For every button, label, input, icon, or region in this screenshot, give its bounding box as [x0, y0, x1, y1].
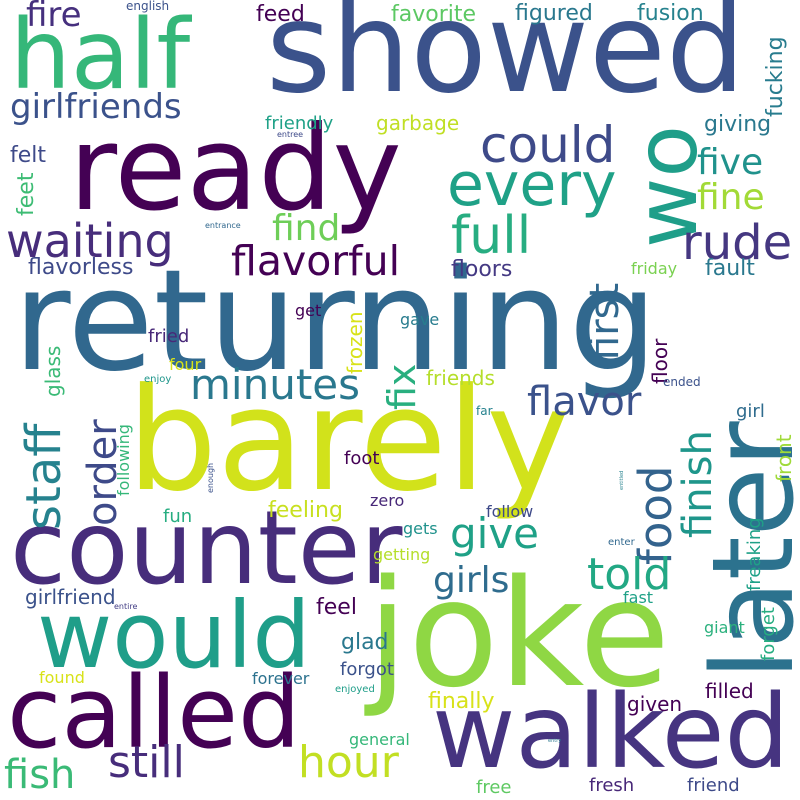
word-girls: girls: [433, 560, 510, 601]
word-told: told: [587, 549, 672, 600]
word-finish: finish: [675, 430, 721, 538]
word-freaking: freaking: [744, 517, 765, 591]
word-returning: returning: [13, 240, 658, 403]
word-feed: feed: [256, 2, 305, 27]
word-ended: ended: [663, 375, 701, 389]
word-hour: hour: [298, 737, 399, 788]
word-girlfriend: girlfriend: [25, 585, 116, 609]
word-friends: friends: [426, 366, 495, 390]
word-find: find: [272, 208, 341, 249]
word-floors: floors: [451, 257, 513, 282]
word-flavorless: flavorless: [28, 255, 134, 280]
word-girlfriends: girlfriends: [10, 87, 182, 127]
word-finally: finally: [428, 689, 495, 714]
word-flavor: flavor: [527, 379, 642, 425]
word-fucking: fucking: [763, 36, 788, 117]
word-fun: fun: [163, 506, 193, 527]
word-entry: entry: [548, 738, 562, 744]
word-fish: fish: [4, 752, 76, 798]
word-fire: fire: [26, 0, 82, 35]
word-rude: rude: [682, 215, 793, 271]
word-friend: friend: [687, 775, 740, 796]
word-staff: staff: [16, 423, 72, 530]
word-minutes: minutes: [190, 360, 361, 409]
word-showed: showed: [266, 0, 746, 121]
word-fast: fast: [623, 588, 654, 607]
word-forgot: forgot: [340, 659, 394, 680]
word-fault: fault: [705, 256, 755, 281]
word-glad: glad: [341, 630, 389, 655]
word-enjoyed: enjoyed: [335, 684, 375, 695]
word-feet: feet: [14, 172, 39, 216]
word-enough: enough: [206, 462, 215, 493]
word-figured: figured: [515, 1, 593, 26]
word-feel: feel: [316, 595, 357, 620]
word-follow: follow: [486, 502, 534, 521]
word-fine: fine: [697, 177, 765, 218]
word-would: would: [37, 582, 311, 689]
word-fried: fried: [148, 326, 190, 347]
word-forget: forget: [758, 607, 779, 661]
word-five: five: [697, 142, 764, 183]
word-first: first: [582, 282, 628, 361]
word-frozen: frozen: [343, 311, 367, 374]
word-far: far: [476, 404, 493, 418]
word-walked: walked: [432, 673, 790, 792]
word-glass: glass: [41, 345, 65, 397]
word-entrance: entrance: [205, 221, 241, 230]
word-felt: felt: [10, 143, 47, 168]
word-girl: girl: [736, 401, 765, 422]
word-still: still: [108, 737, 185, 788]
word-getting: getting: [373, 545, 431, 564]
word-could: could: [480, 116, 616, 174]
word-filled: filled: [705, 679, 754, 703]
word-enter: enter: [608, 537, 635, 548]
word-giant: giant: [704, 618, 745, 637]
word-give: give: [450, 509, 540, 558]
word-general: general: [349, 730, 410, 749]
word-front: front: [772, 434, 796, 482]
word-free: free: [476, 777, 512, 798]
word-zero: zero: [370, 491, 405, 510]
word-fix: fix: [380, 363, 424, 410]
word-friendly: friendly: [265, 113, 334, 134]
word-friday: friday: [631, 259, 678, 278]
word-barely: barely: [127, 358, 571, 523]
word-flavorful: flavorful: [231, 237, 400, 285]
word-gets: gets: [403, 519, 438, 538]
word-foot: foot: [344, 448, 380, 469]
word-given: given: [627, 692, 683, 716]
word-favorite: favorite: [391, 2, 477, 27]
word-counter: counter: [10, 489, 403, 608]
word-gave: gave: [400, 310, 440, 329]
word-feeling: feeling: [268, 498, 343, 523]
word-full: full: [451, 206, 532, 266]
word-joke: joke: [367, 548, 671, 720]
word-garbage: garbage: [376, 111, 460, 135]
word-four: four: [169, 355, 202, 374]
word-ready: ready: [69, 100, 402, 237]
word-every: every: [447, 150, 617, 220]
word-english: english: [126, 0, 170, 13]
word-half: half: [10, 0, 191, 111]
word-entitled: entitled: [619, 470, 625, 490]
word-following: following: [114, 424, 133, 496]
word-get: get: [295, 301, 322, 320]
word-giving: giving: [704, 112, 772, 137]
word-fusion: fusion: [637, 1, 704, 26]
word-entire: entire: [114, 602, 138, 611]
word-enjoy: enjoy: [144, 374, 172, 385]
word-fresh: fresh: [589, 775, 635, 796]
word-called: called: [7, 656, 301, 771]
word-entree: entree: [277, 130, 304, 139]
word-waiting: waiting: [6, 214, 174, 268]
word-found: found: [39, 668, 85, 687]
word-forever: forever: [252, 669, 310, 688]
